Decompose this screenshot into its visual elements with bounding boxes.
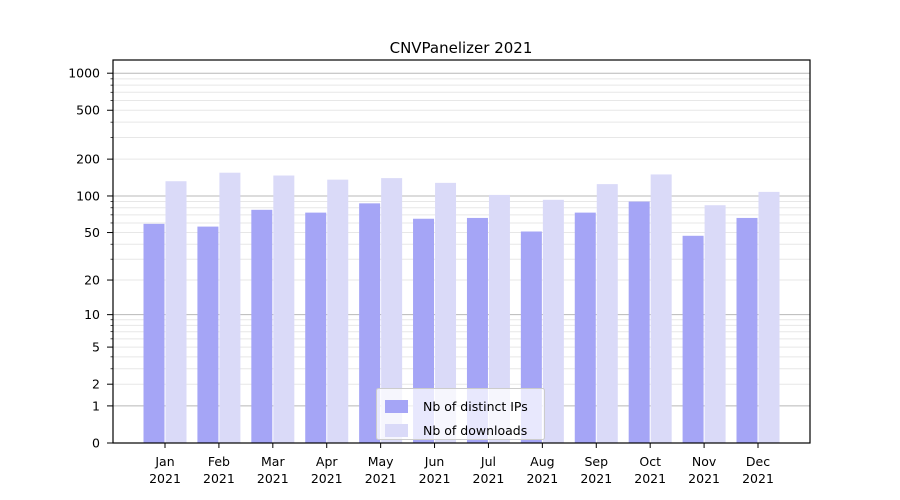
- x-tick-label-month: Mar: [261, 454, 285, 469]
- bar-distinct-ips-mar: [251, 209, 273, 443]
- x-tick-label-month: Apr: [316, 454, 338, 469]
- bar-distinct-ips-jul: [466, 217, 488, 443]
- y-tick-label: 10: [84, 307, 100, 322]
- x-tick-label-year: 2021: [526, 471, 558, 486]
- bar-distinct-ips-oct: [628, 201, 650, 443]
- x-tick-label-year: 2021: [688, 471, 720, 486]
- x-tick-label-year: 2021: [149, 471, 181, 486]
- bar-downloads-mar: [273, 175, 295, 443]
- bar-distinct-ips-jun: [413, 218, 435, 443]
- y-tick-label: 2: [92, 377, 100, 392]
- legend-label-distinct-ips: Nb of distinct IPs: [423, 399, 528, 414]
- legend-box: [376, 388, 545, 440]
- x-tick-label-month: Dec: [746, 454, 770, 469]
- x-tick-label-year: 2021: [365, 471, 397, 486]
- bar-downloads-jul: [488, 194, 510, 443]
- bar-downloads-oct: [650, 174, 672, 444]
- bar-distinct-ips-feb: [197, 226, 219, 443]
- bar-downloads-apr: [327, 179, 349, 443]
- y-tick-label: 500: [76, 103, 100, 118]
- chart-title: CNVPanelizer 2021: [390, 39, 533, 57]
- bar-downloads-may: [381, 178, 403, 444]
- y-tick-label: 1: [92, 398, 100, 413]
- legend-label-downloads: Nb of downloads: [423, 423, 527, 438]
- x-tick-label-month: Aug: [530, 454, 554, 469]
- bar-downloads-jun: [435, 182, 457, 443]
- x-tick-label-month: May: [368, 454, 394, 469]
- x-tick-label-year: 2021: [311, 471, 343, 486]
- y-tick-label: 1000: [68, 66, 100, 81]
- x-tick-label-month: Feb: [208, 454, 230, 469]
- bar-distinct-ips-apr: [305, 212, 327, 443]
- bar-distinct-ips-dec: [736, 217, 758, 443]
- bar-distinct-ips-sep: [574, 212, 596, 443]
- x-tick-label-year: 2021: [473, 471, 505, 486]
- bar-downloads-aug: [542, 199, 564, 443]
- x-tick-label-year: 2021: [634, 471, 666, 486]
- y-axis-ticks: 0 1 2 5 10 20 50 100 200 500 1000: [68, 66, 113, 450]
- x-tick-label-month: Oct: [639, 454, 661, 469]
- bar-distinct-ips-may: [359, 203, 381, 443]
- plot-border: [112, 59, 811, 444]
- x-tick-label-month: Nov: [692, 454, 717, 469]
- x-axis-ticks: Jan 2021 Feb 2021 Mar 2021 Apr 2021 May 2021 Jun 20…: [149, 443, 774, 486]
- bar-downloads-nov: [704, 205, 726, 443]
- x-tick-label-year: 2021: [419, 471, 451, 486]
- y-tick-label: 0: [92, 435, 100, 450]
- legend-swatch-downloads: [385, 424, 408, 437]
- x-tick-label-month: Sep: [584, 454, 608, 469]
- legend-swatch-distinct-ips: [385, 400, 408, 413]
- y-tick-label: 5: [92, 339, 100, 354]
- bar-downloads-feb: [219, 172, 241, 443]
- legend: Nb of distinct IPs Nb of downloads: [376, 388, 545, 440]
- x-tick-label-month: Jan: [154, 454, 174, 469]
- x-tick-label-year: 2021: [203, 471, 235, 486]
- x-tick-label-year: 2021: [257, 471, 289, 486]
- bar-distinct-ips-jan: [143, 223, 165, 443]
- x-tick-label-year: 2021: [742, 471, 774, 486]
- bar-distinct-ips-nov: [682, 235, 704, 443]
- x-tick-label-month: Jun: [424, 454, 445, 469]
- y-tick-label: 50: [84, 225, 100, 240]
- x-tick-label-month: Jul: [480, 454, 496, 469]
- bar-downloads-jan: [165, 181, 187, 443]
- bar-downloads-dec: [758, 191, 780, 443]
- y-tick-label: 20: [84, 272, 100, 287]
- x-tick-label-year: 2021: [580, 471, 612, 486]
- y-tick-label: 200: [76, 152, 100, 167]
- y-tick-label: 100: [76, 188, 100, 203]
- bar-downloads-sep: [596, 184, 618, 443]
